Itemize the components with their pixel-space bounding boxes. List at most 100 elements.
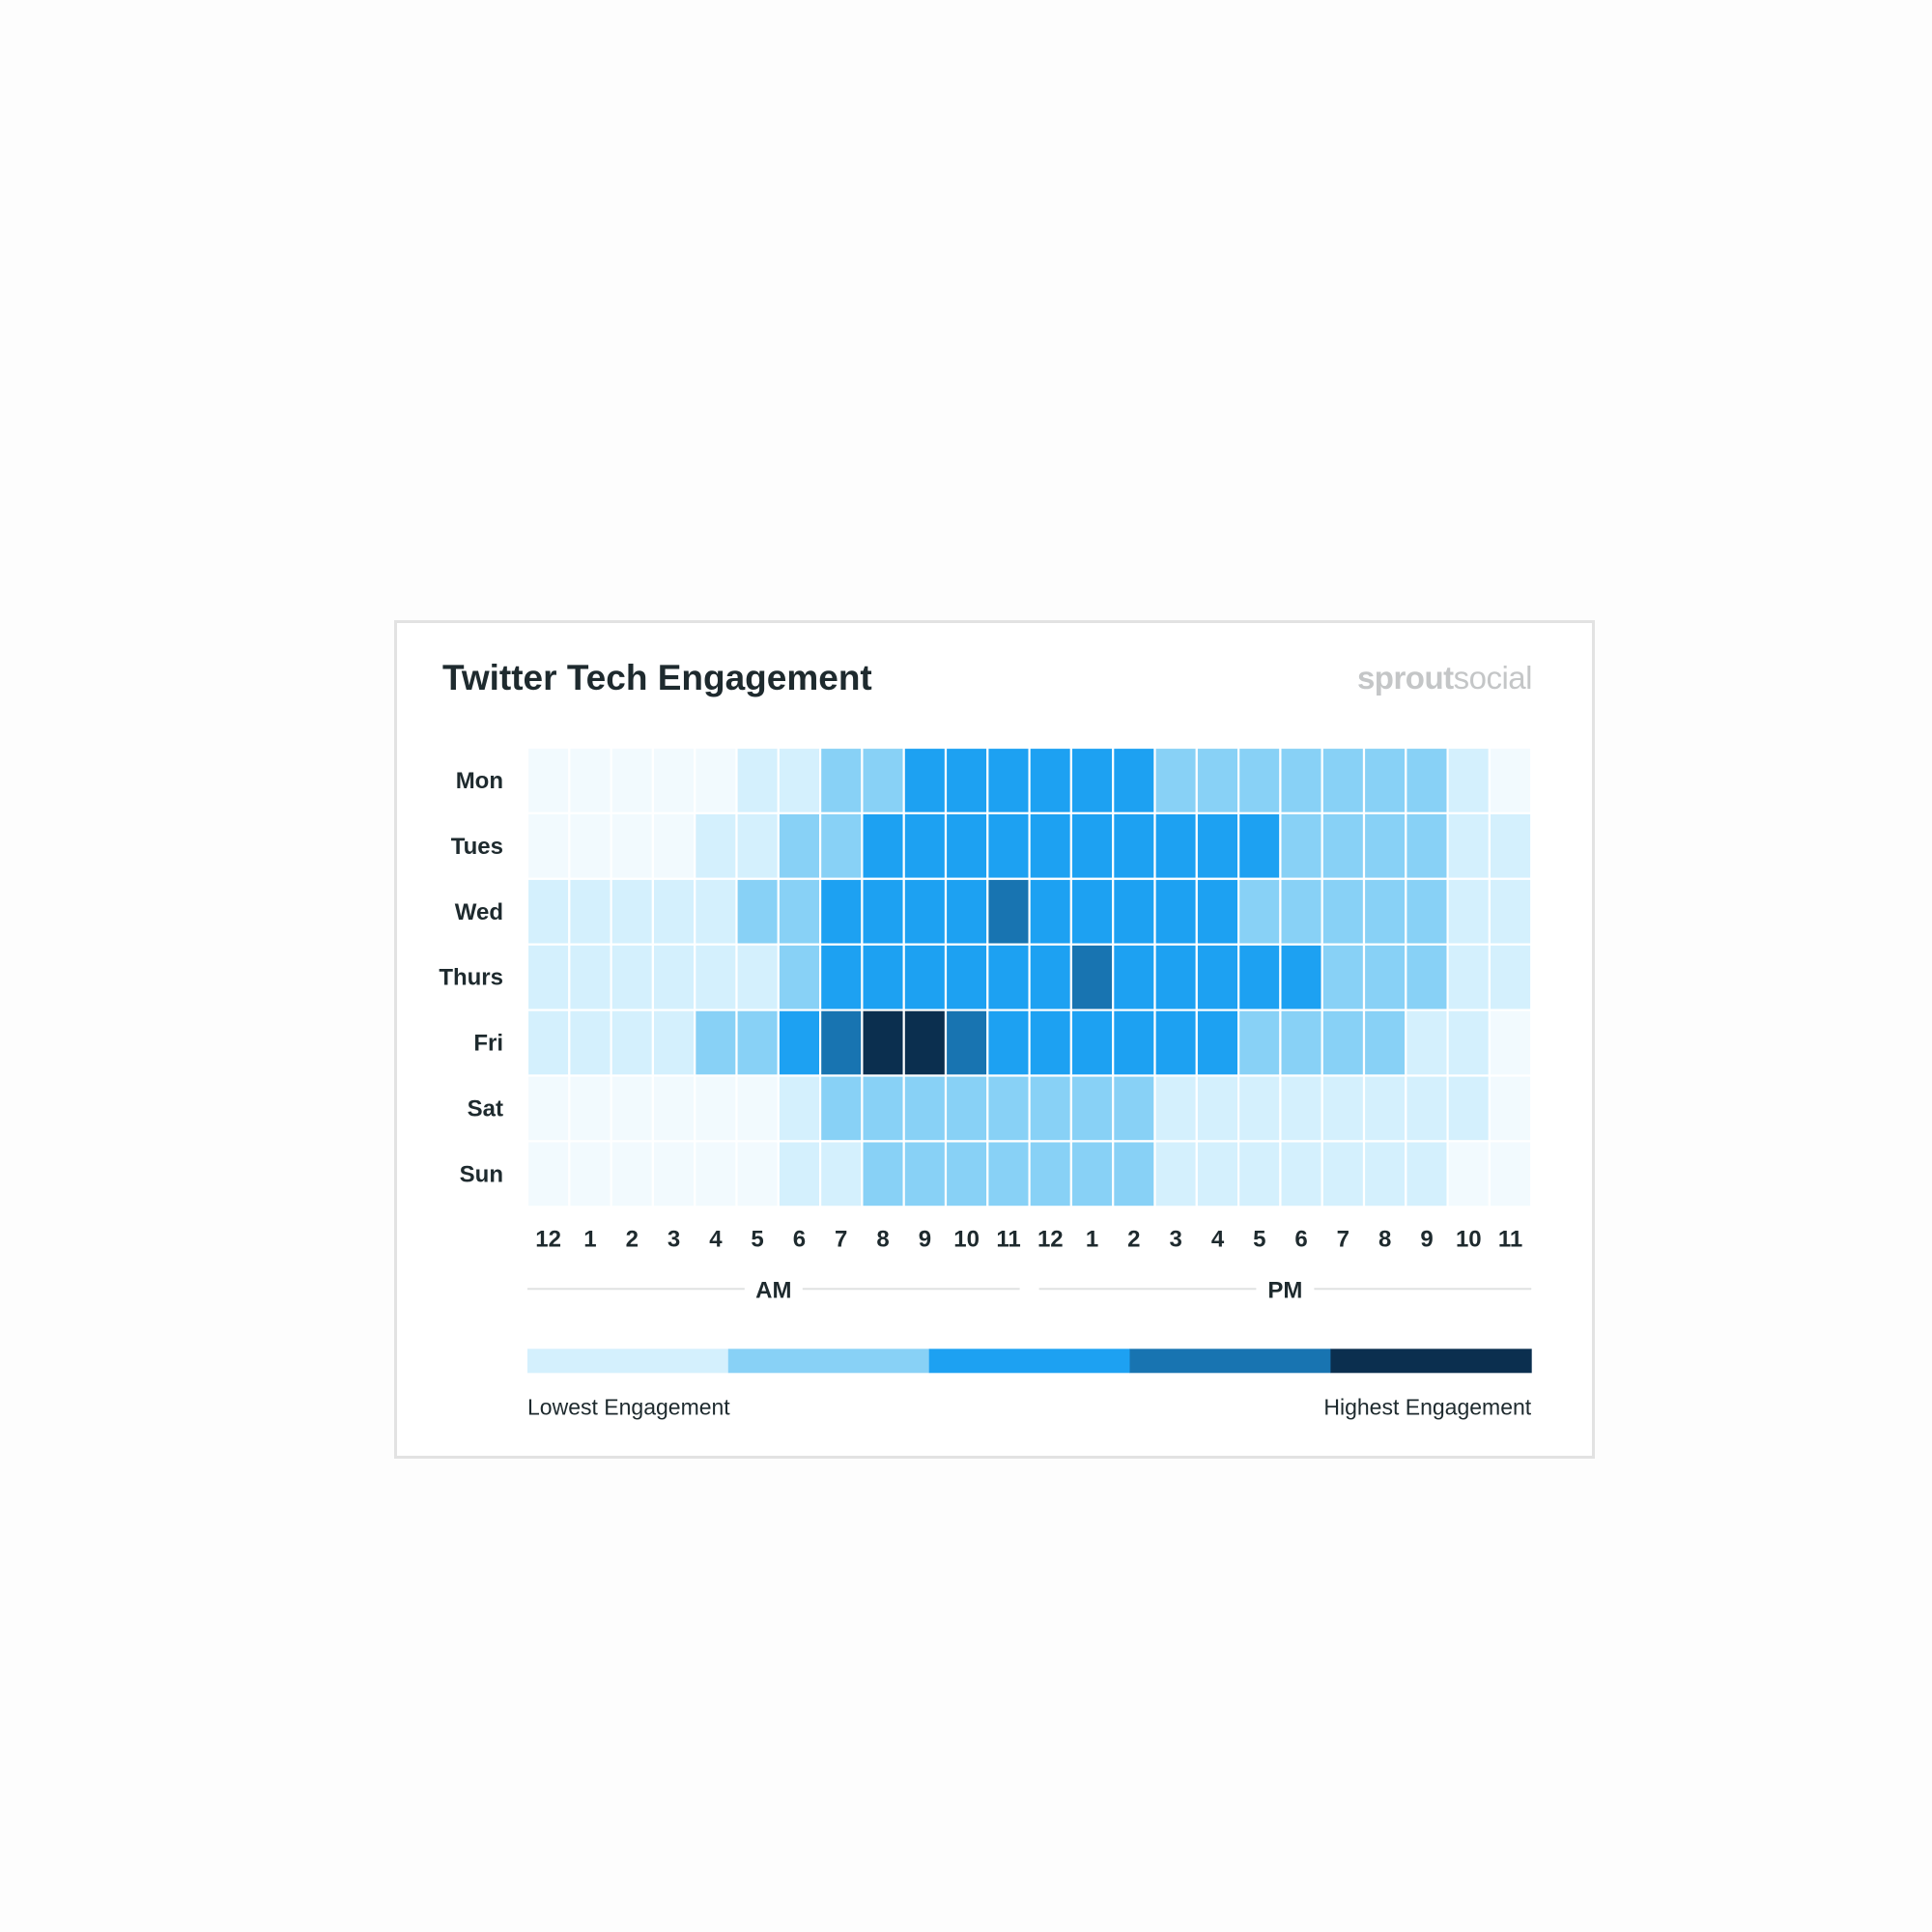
heatmap-cell — [1112, 746, 1156, 815]
heatmap-cell — [902, 811, 948, 880]
heatmap-cell — [818, 1009, 864, 1077]
heatmap-cell — [1112, 1009, 1156, 1077]
heatmap-cell — [986, 877, 1031, 946]
heatmap-cell — [861, 1074, 905, 1143]
hour-labels: 12 1 2 3 4 5 6 7 8 9 10 11 12 1 2 3 4 5 6 7 8 9 10 11 — [535, 1226, 1522, 1252]
heatmap-cell — [861, 1140, 905, 1208]
heatmap-cell — [610, 1074, 654, 1143]
heatmap-cell — [735, 943, 780, 1011]
heatmap-cell — [1362, 877, 1407, 946]
legend-high-label: Highest Engagement — [1323, 1394, 1531, 1419]
day-label: Fri — [473, 1031, 503, 1057]
hour-label: 1 — [583, 1226, 596, 1252]
heatmap-cell — [1488, 943, 1533, 1011]
hour-label: 3 — [668, 1226, 680, 1252]
heatmap-cell — [861, 746, 905, 815]
heatmap-cell — [1236, 746, 1282, 815]
heatmap-cell — [1112, 1074, 1156, 1143]
heatmap-cell — [1488, 746, 1533, 815]
heatmap-cell — [1195, 877, 1240, 946]
heatmap-cell — [568, 1074, 612, 1143]
hour-label: 7 — [1337, 1226, 1350, 1252]
heatmap-cell — [1195, 1140, 1240, 1208]
heatmap-cell — [1405, 746, 1449, 815]
heatmap-cell — [902, 1140, 948, 1208]
day-label: Mon — [456, 768, 503, 794]
heatmap-cell — [1195, 1009, 1240, 1077]
hour-label: 6 — [1294, 1226, 1307, 1252]
heatmap-cell — [944, 1074, 989, 1143]
heatmap-cell — [818, 877, 864, 946]
heatmap-cell — [944, 877, 989, 946]
heatmap-cell — [735, 811, 780, 880]
hour-label: 8 — [1378, 1226, 1391, 1252]
heatmap-cell — [1069, 1009, 1115, 1077]
heatmap-cell — [694, 1009, 738, 1077]
heatmap-cell — [1488, 1140, 1533, 1208]
heatmap-cell — [1236, 1140, 1282, 1208]
heatmap-cell — [1446, 1009, 1491, 1077]
heatmap-cell — [610, 943, 654, 1011]
heatmap-cell — [1195, 943, 1240, 1011]
heatmap-cell — [1362, 1140, 1407, 1208]
heatmap-cell — [1321, 1009, 1366, 1077]
heatmap-cell — [651, 1140, 696, 1208]
heatmap-cell — [1028, 877, 1072, 946]
heatmap-cell — [1112, 943, 1156, 1011]
hour-label: 9 — [1420, 1226, 1433, 1252]
heatmap-cell — [568, 746, 612, 815]
heatmap-cell — [1236, 1009, 1282, 1077]
heatmap-cell — [1195, 746, 1240, 815]
heatmap-cell — [526, 877, 571, 946]
heatmap-cell — [1112, 811, 1156, 880]
heatmap-cell — [1321, 811, 1366, 880]
hour-label: 4 — [1211, 1226, 1225, 1252]
day-label: Sun — [460, 1161, 503, 1187]
heatmap-cell — [694, 877, 738, 946]
heatmap-cell — [610, 1140, 654, 1208]
heatmap-cell — [1405, 877, 1449, 946]
sproutsocial-logo: sproutsocial — [1357, 660, 1533, 696]
heatmap-cell — [1446, 877, 1491, 946]
legend-swatch — [727, 1349, 930, 1374]
heatmap-cell — [651, 746, 696, 815]
hour-label: 6 — [793, 1226, 806, 1252]
day-labels: Mon Tues Wed Thurs Fri Sat Sun — [439, 768, 503, 1187]
heatmap-cell — [1446, 1074, 1491, 1143]
heatmap-cell — [986, 1140, 1031, 1208]
day-label: Wed — [455, 899, 503, 925]
day-label: Tues — [451, 834, 503, 860]
heatmap-cell — [651, 943, 696, 1011]
heatmap-cell — [1069, 877, 1115, 946]
heatmap-cell — [861, 1009, 905, 1077]
legend-swatch — [928, 1349, 1130, 1374]
chart-title: Twitter Tech Engagement — [442, 658, 872, 697]
heatmap-cell — [986, 1009, 1031, 1077]
heatmap-cell — [694, 811, 738, 880]
heatmap-cell — [1028, 1009, 1072, 1077]
heatmap-cell — [818, 943, 864, 1011]
heatmap-cell — [986, 943, 1031, 1011]
heatmap-cell — [1405, 1074, 1449, 1143]
hour-label: 3 — [1170, 1226, 1182, 1252]
heatmap-cell — [1405, 1140, 1449, 1208]
heatmap-cell — [1362, 746, 1407, 815]
heatmap-cell — [610, 811, 654, 880]
heatmap-cell — [1236, 811, 1282, 880]
heatmap-cell — [1153, 877, 1198, 946]
hour-label: 8 — [876, 1226, 889, 1252]
heatmap-cell — [861, 811, 905, 880]
heatmap-cell — [818, 1074, 864, 1143]
heatmap-cell — [1069, 811, 1115, 880]
logo-text-light: social — [1453, 660, 1533, 696]
heatmap-cell — [1153, 811, 1198, 880]
heatmap-cell — [1488, 1009, 1533, 1077]
heatmap-cell — [694, 1074, 738, 1143]
heatmap-cell — [777, 943, 822, 1011]
heatmap-cell — [1446, 943, 1491, 1011]
hour-label: 2 — [626, 1226, 639, 1252]
heatmap-cell — [902, 877, 948, 946]
heatmap-cell — [1321, 943, 1366, 1011]
heatmap-cell — [1236, 877, 1282, 946]
heatmap-cell — [610, 746, 654, 815]
